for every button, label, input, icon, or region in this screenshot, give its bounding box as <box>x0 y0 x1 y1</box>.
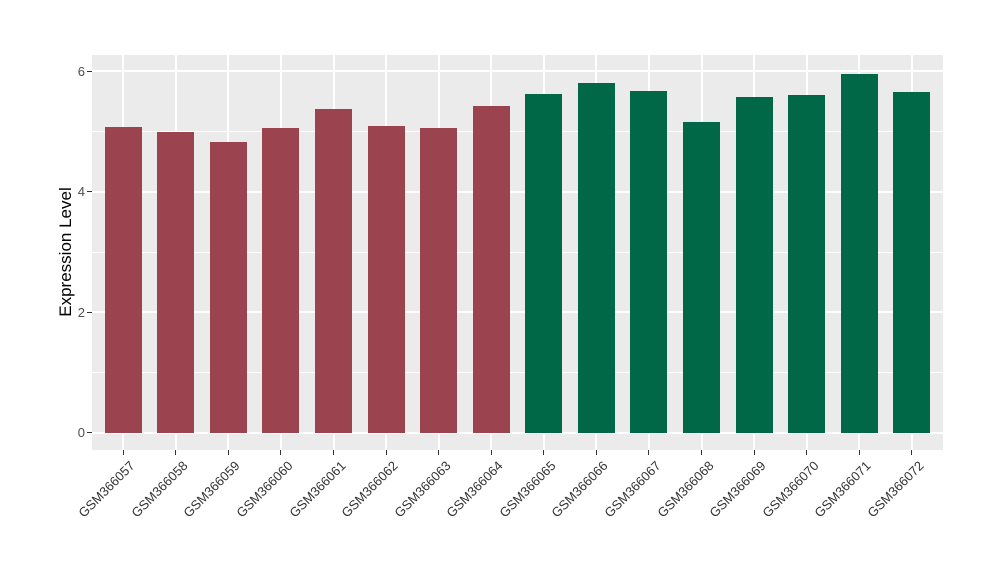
x-axis-tick-mark <box>227 450 229 455</box>
x-axis-tick-mark <box>753 450 755 455</box>
bar-GSM366063 <box>420 127 458 433</box>
minor-gridline <box>92 371 943 373</box>
x-axis-tick-mark <box>175 450 177 455</box>
bar-GSM366069 <box>735 97 773 433</box>
bar-GSM366061 <box>315 108 353 433</box>
bar-GSM366059 <box>209 141 247 433</box>
x-axis-tick-mark <box>438 450 440 455</box>
bar-GSM366057 <box>104 126 142 433</box>
x-axis-tick-mark <box>806 450 808 455</box>
x-tick-label: GSM366060 <box>233 458 296 521</box>
x-axis-tick-mark <box>858 450 860 455</box>
y-axis-tick-mark <box>87 191 92 193</box>
x-axis-tick-mark <box>911 450 913 455</box>
plot-panel <box>92 55 943 450</box>
y-tick-label: 0 <box>77 425 85 441</box>
bar-GSM366068 <box>683 121 720 433</box>
bar-GSM366058 <box>157 132 195 433</box>
x-tick-label: GSM366057 <box>75 458 138 521</box>
y-tick-label: 2 <box>77 304 85 320</box>
bar-GSM366065 <box>525 93 563 433</box>
y-axis-title: Expression Level <box>56 187 75 317</box>
x-axis-tick-mark <box>385 450 387 455</box>
minor-gridline <box>92 131 943 133</box>
x-axis-tick-mark <box>122 450 124 455</box>
bar-GSM366070 <box>788 94 826 433</box>
major-gridline <box>92 431 943 434</box>
major-gridline <box>92 311 943 314</box>
bar-GSM366060 <box>262 127 300 433</box>
bar-GSM366064 <box>472 106 510 433</box>
major-gridline <box>92 190 943 193</box>
y-tick-label: 4 <box>77 184 85 200</box>
x-axis-tick-mark <box>490 450 492 455</box>
bar-GSM366066 <box>577 82 615 433</box>
bar-GSM366072 <box>893 91 931 433</box>
y-tick-label: 6 <box>77 63 85 79</box>
y-axis-tick-mark <box>87 311 92 313</box>
bar-GSM366067 <box>630 90 668 433</box>
x-axis-tick-mark <box>333 450 335 455</box>
x-axis-tick-mark <box>595 450 597 455</box>
x-axis-tick-mark <box>648 450 650 455</box>
x-axis-tick-mark <box>543 450 545 455</box>
y-axis-tick-mark <box>87 432 92 434</box>
major-gridline <box>92 70 943 73</box>
minor-gridline <box>92 251 943 253</box>
bar-GSM366062 <box>367 125 405 433</box>
x-tick-label: GSM366072 <box>864 458 927 521</box>
bar-GSM366071 <box>840 74 878 433</box>
x-axis-tick-mark <box>701 450 702 455</box>
x-axis-tick-mark <box>280 450 282 455</box>
x-tick-label: GSM366067 <box>601 458 664 521</box>
y-axis-tick-mark <box>87 70 92 72</box>
